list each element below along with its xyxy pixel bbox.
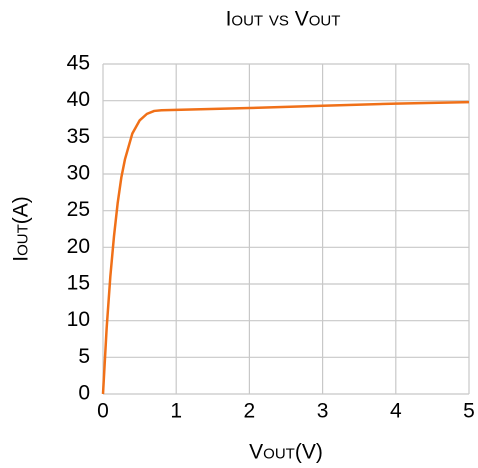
chart-title: Iout vs Vout: [226, 8, 341, 31]
x-tick-label: 3: [317, 400, 329, 423]
y-tick-label: 20: [67, 235, 90, 258]
y-axis-label: Iout(A): [10, 196, 33, 262]
y-tick-label: 10: [67, 308, 90, 331]
y-tick-label: 15: [67, 272, 90, 295]
y-tick-label: 0: [78, 382, 90, 405]
line: [101, 100, 470, 395]
x-tick-label: 1: [170, 400, 182, 423]
x-tick-label: 0: [97, 400, 109, 423]
y-tick-label: 30: [67, 162, 90, 185]
y-tick-label: 25: [67, 198, 90, 221]
x-tick-label: 2: [244, 400, 256, 423]
x-tick-label: 4: [390, 400, 402, 423]
x-tick-label: 5: [463, 400, 475, 423]
y-tick-label: 40: [67, 88, 90, 111]
y-tick-label: 35: [67, 125, 90, 148]
x-axis-label: Vout(V): [249, 441, 323, 464]
y-tick-label: 45: [67, 52, 90, 75]
y-tick-label: 5: [78, 345, 90, 368]
